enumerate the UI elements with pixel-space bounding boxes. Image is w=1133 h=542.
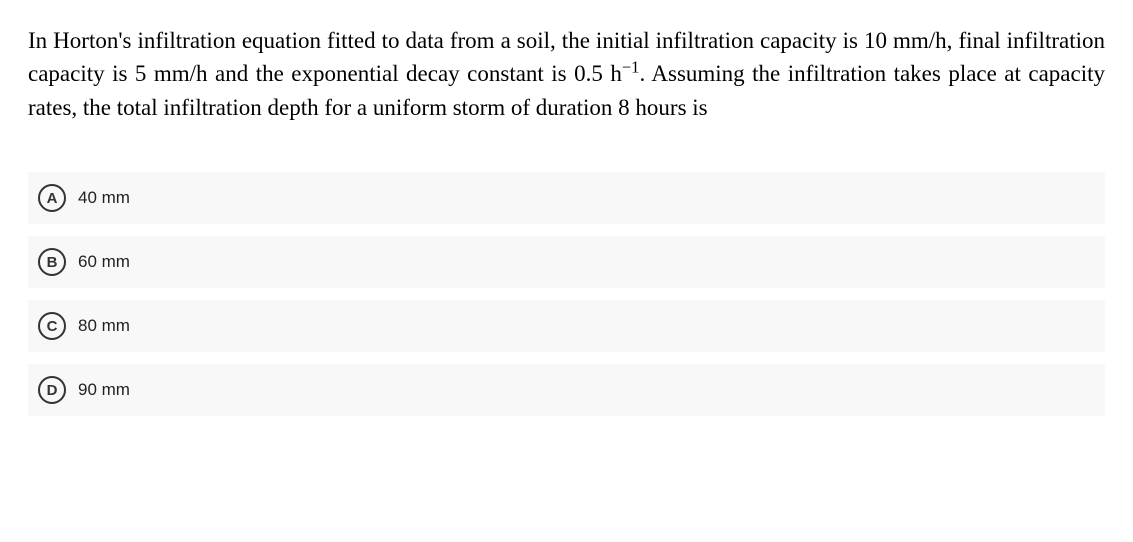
option-c[interactable]: C 80 mm — [28, 300, 1105, 352]
option-letter-a: A — [38, 184, 66, 212]
option-text-a: 40 mm — [78, 188, 130, 208]
option-text-d: 90 mm — [78, 380, 130, 400]
options-list: A 40 mm B 60 mm C 80 mm D 90 mm — [28, 172, 1105, 416]
question-text: In Horton's infiltration equation fitted… — [28, 24, 1105, 124]
option-letter-b: B — [38, 248, 66, 276]
option-b[interactable]: B 60 mm — [28, 236, 1105, 288]
option-d[interactable]: D 90 mm — [28, 364, 1105, 416]
option-text-b: 60 mm — [78, 252, 130, 272]
option-letter-c: C — [38, 312, 66, 340]
option-a[interactable]: A 40 mm — [28, 172, 1105, 224]
option-letter-d: D — [38, 376, 66, 404]
option-text-c: 80 mm — [78, 316, 130, 336]
question-superscript: −1 — [622, 58, 640, 77]
